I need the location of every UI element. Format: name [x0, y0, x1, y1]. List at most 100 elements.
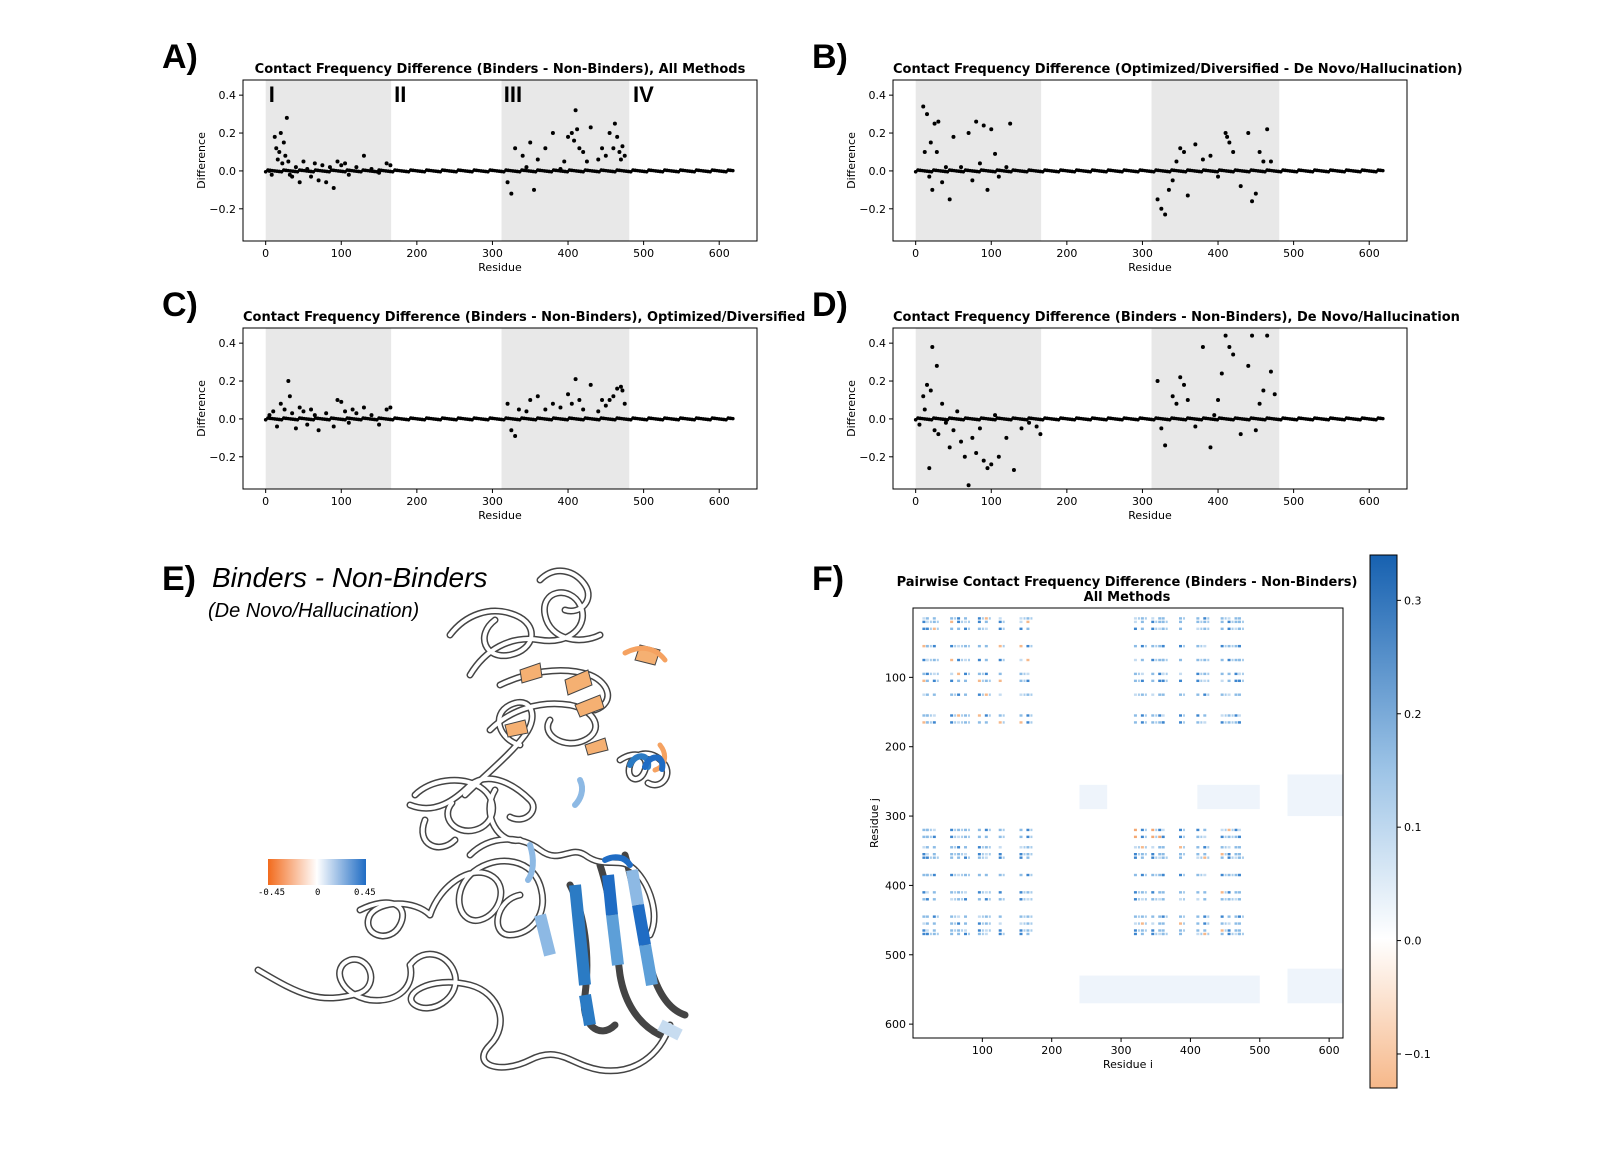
chart-c-svg: 0 100 200 300 400 500 600 −0.2 0.0 0.2 0.4 Residue D… — [195, 327, 758, 522]
heatmap-cell — [1234, 929, 1238, 932]
data-point — [603, 403, 608, 408]
data-point — [283, 153, 288, 158]
heatmap-cell — [925, 891, 929, 894]
heatmap-cell — [961, 828, 964, 832]
data-point — [1178, 146, 1183, 151]
heatmap-cell — [1227, 714, 1231, 717]
heatmap-cell — [932, 721, 936, 724]
heatmap-cell — [925, 721, 929, 724]
heatmap-cell — [925, 922, 929, 925]
y-tick-label: 0.4 — [869, 337, 887, 350]
heatmap-cell — [961, 658, 964, 662]
heatmap-cell — [1237, 873, 1241, 877]
data-point — [271, 409, 276, 414]
heatmap-cell — [1231, 873, 1234, 877]
heatmap-cell — [1140, 828, 1144, 832]
heatmap-cell — [1196, 915, 1200, 918]
data-point — [505, 180, 510, 185]
heatmap-cell — [1161, 891, 1165, 894]
data-point — [573, 108, 578, 113]
heatmap-cell — [1220, 693, 1224, 696]
heatmap-cell — [1203, 620, 1207, 624]
heatmap-cell — [1151, 617, 1155, 620]
data-point — [1163, 212, 1168, 217]
x-tick-label: 400 — [1208, 495, 1229, 508]
heatmap-cell — [1133, 891, 1137, 894]
heatmap-cell — [988, 929, 991, 932]
data-point — [281, 140, 286, 145]
heatmap-cell — [1179, 856, 1183, 859]
heatmap-cell — [1140, 873, 1144, 877]
heatmap-cell — [1023, 922, 1026, 925]
data-point — [1219, 371, 1224, 376]
heatmap-area — [913, 608, 1343, 1038]
heatmap-cell — [977, 828, 981, 832]
heatmap-cell — [1140, 672, 1144, 676]
heatmap-cell — [1227, 617, 1231, 620]
data-point — [970, 435, 975, 440]
heatmap-cell — [1196, 891, 1200, 894]
data-point — [377, 170, 382, 175]
x-tick-label: 0 — [912, 247, 919, 260]
data-point — [1231, 149, 1236, 154]
heatmap-cell — [1227, 644, 1231, 648]
heatmap-cell — [950, 891, 954, 894]
heatmap-y-tick-label: 600 — [885, 1018, 906, 1031]
heatmap-cell — [1234, 672, 1238, 676]
heatmap-cell — [977, 627, 981, 631]
x-axis-label: Residue — [1128, 261, 1172, 274]
heatmap-cell — [1151, 856, 1155, 859]
x-tick-label: 200 — [406, 495, 427, 508]
shaded-region-0 — [265, 80, 392, 241]
heatmap-cell — [1200, 620, 1203, 624]
heatmap-cell — [977, 846, 981, 849]
heatmap-cell — [950, 620, 954, 624]
heatmap-cell — [957, 922, 961, 925]
heatmap-cell — [1200, 856, 1203, 859]
heatmap-faint-block — [1197, 784, 1260, 810]
heatmap-cell — [925, 828, 929, 832]
heatmap-cell — [1023, 853, 1026, 856]
data-point — [996, 454, 1001, 459]
heatmap-cell — [1030, 693, 1033, 696]
heatmap-cell — [1030, 835, 1033, 839]
heatmap-cell — [1161, 915, 1165, 918]
heatmap-cell — [984, 627, 988, 631]
heatmap-cell — [950, 922, 954, 925]
data-point — [1159, 206, 1164, 211]
data-point — [588, 382, 593, 387]
heatmap-cell — [1140, 627, 1144, 631]
heatmap-cell — [1026, 856, 1030, 859]
heatmap-cell — [1133, 873, 1137, 877]
heatmap-cell — [932, 679, 936, 683]
heatmap-cell — [1133, 672, 1137, 676]
heatmap-cell — [988, 915, 991, 918]
heatmap-cell — [957, 644, 961, 648]
y-tick-label: 0.0 — [869, 165, 887, 178]
heatmap-cell — [1144, 922, 1147, 925]
data-point — [388, 405, 393, 410]
y-axis-label: Difference — [195, 132, 208, 189]
heatmap-cell — [957, 721, 961, 724]
data-point — [943, 165, 948, 170]
heatmap-cell — [1030, 915, 1033, 918]
data-point — [290, 174, 295, 179]
heatmap-cell — [1231, 644, 1234, 648]
data-point — [278, 131, 283, 136]
heatmap-cell — [1140, 693, 1144, 696]
heatmap-cell — [1234, 617, 1238, 620]
data-point — [1170, 178, 1175, 183]
heatmap-cell — [1234, 828, 1238, 832]
heatmap-cell — [984, 856, 988, 859]
heatmap-cell — [1196, 932, 1200, 936]
heatmap-cell — [936, 627, 939, 631]
heatmap-cell — [1207, 915, 1210, 918]
heatmap-cell — [1179, 721, 1183, 724]
heatmap-cell — [1155, 873, 1158, 877]
heatmap-cell — [922, 891, 926, 894]
heatmap-cell — [1161, 693, 1165, 696]
data-point — [612, 121, 617, 126]
heatmap-cell — [1237, 891, 1241, 894]
heatmap-cell — [1196, 644, 1200, 648]
data-point — [297, 180, 302, 185]
